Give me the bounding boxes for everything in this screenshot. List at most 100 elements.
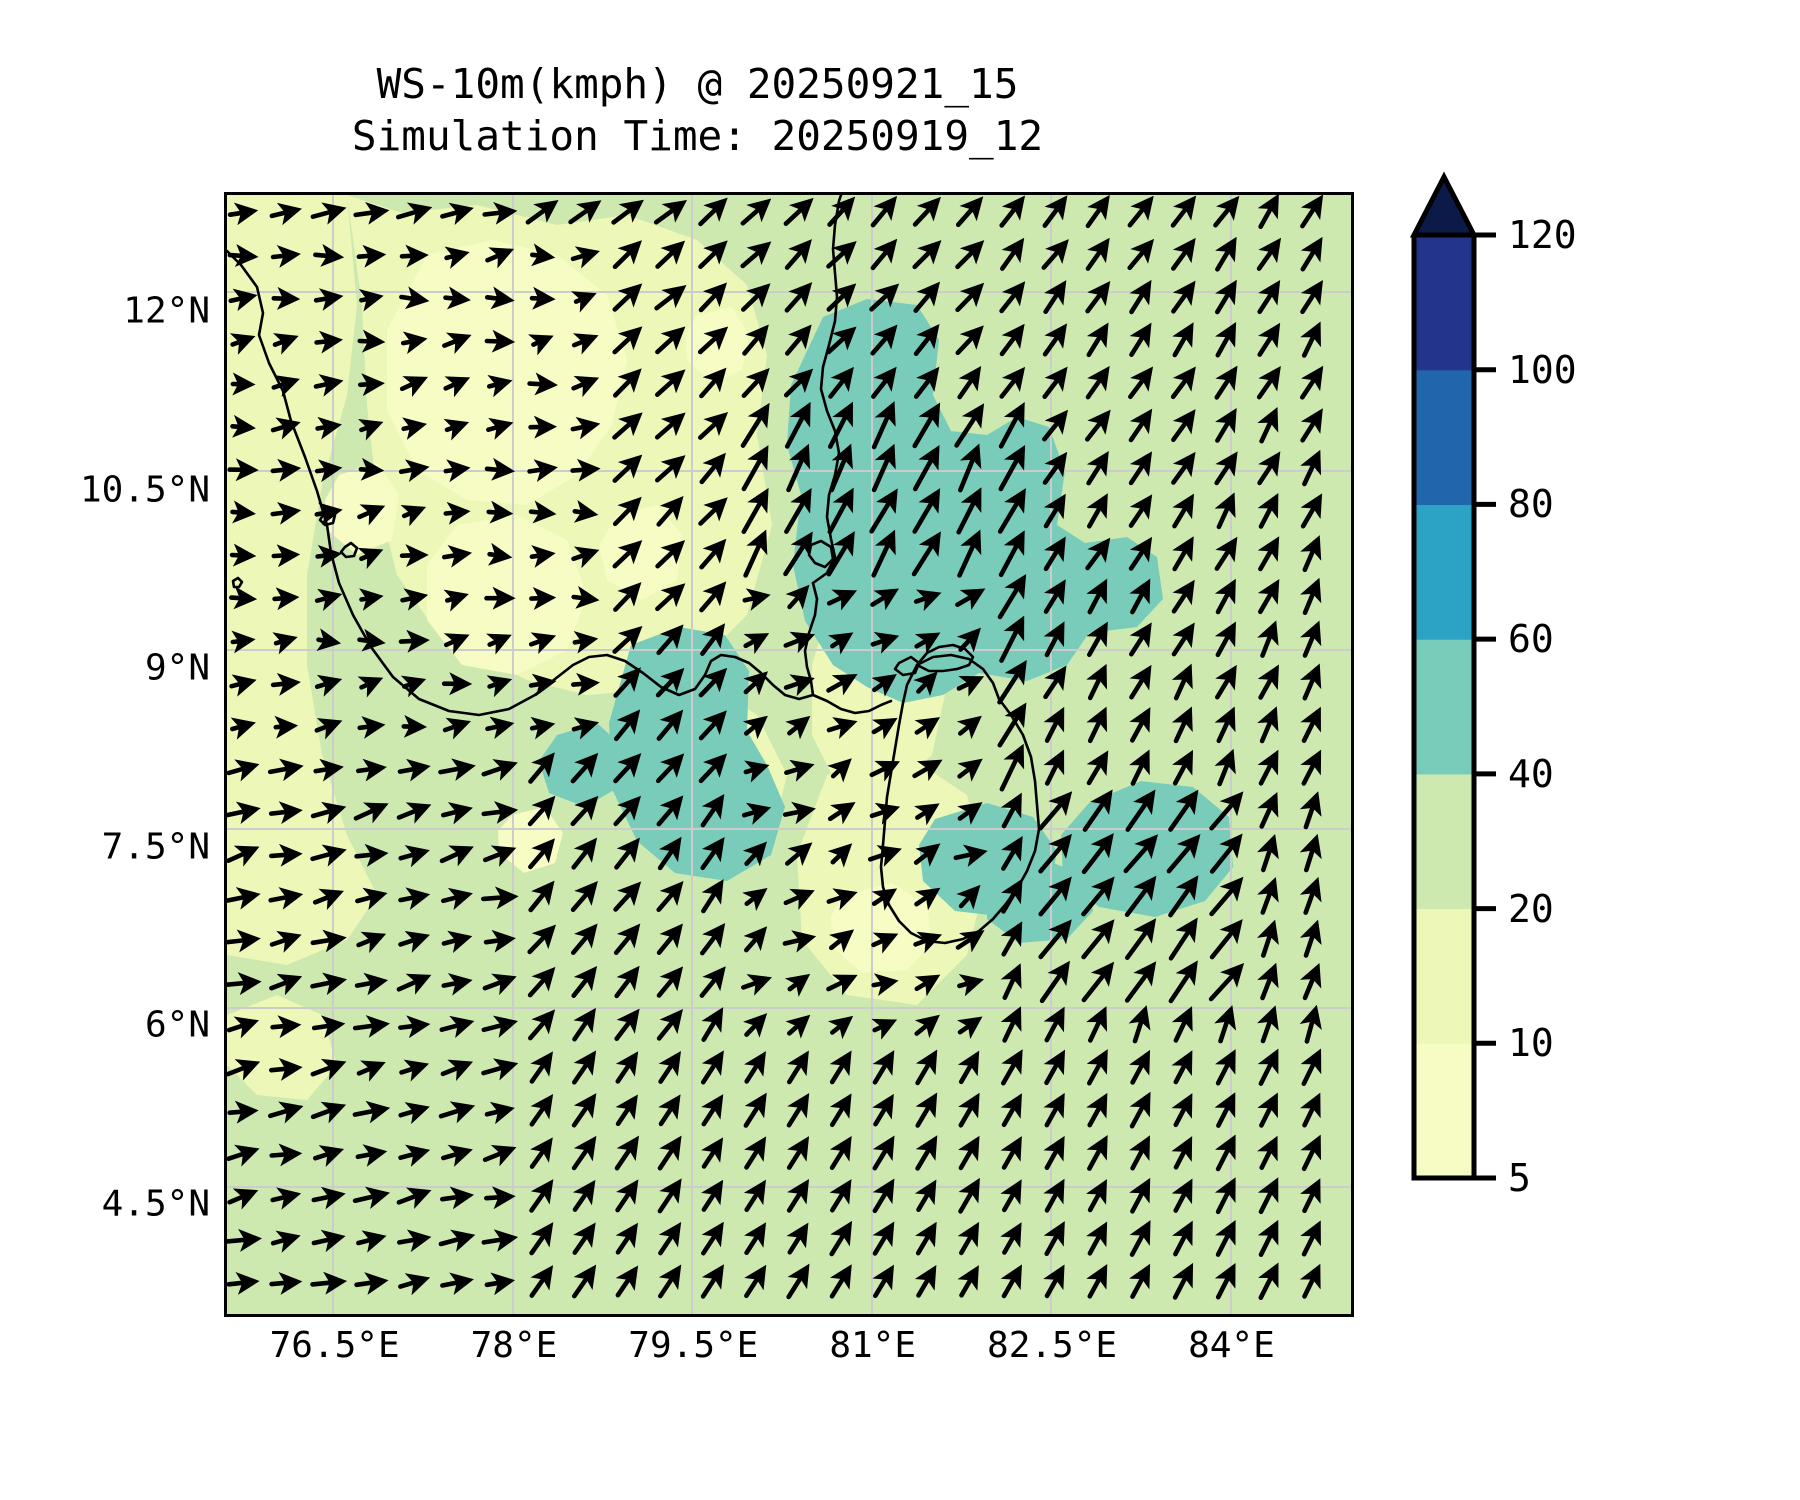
wind-vector-arrow [658,1221,682,1256]
wind-vector-arrow [572,630,599,654]
wind-vector-arrow [1171,622,1195,657]
wind-vector-arrow [612,496,642,527]
wind-vector-arrow [1257,579,1280,615]
wind-vector-arrow [829,1136,852,1171]
wind-vector-arrow [912,196,941,227]
wind-vector-arrow [741,445,769,492]
wind-vector-arrow [352,1015,390,1038]
wind-vector-arrow [1086,621,1108,658]
wind-vector-arrow [827,487,854,535]
wind-vector-arrow [1257,451,1281,486]
wind-vector-arrow [1128,451,1153,486]
wind-vector-arrow [741,367,770,398]
wind-vector-arrow [786,1050,809,1085]
wind-vector-arrow [399,1059,430,1082]
wind-vector-arrow [1209,876,1244,917]
x-tick-label: 79.5°E [628,1325,759,1366]
wind-vector-arrow [698,667,728,698]
wind-vector-arrow [443,589,469,612]
wind-vector-arrow [612,283,643,312]
wind-vector-arrow [913,931,943,954]
wind-vector-arrow [398,629,430,653]
wind-vector-arrow [1127,238,1155,271]
wind-vector-arrow [441,1144,473,1167]
wind-vector-arrow [957,802,983,825]
wind-vector-arrow [697,412,729,440]
wind-vector-arrow [786,443,811,493]
wind-vector-arrow [826,240,857,269]
wind-vector-arrow [228,288,258,312]
wind-vector-arrow [1257,706,1279,744]
wind-vector-arrow [568,200,602,225]
wind-vector-arrow [1000,1049,1023,1086]
wind-vector-arrow [1129,1091,1151,1129]
wind-vector-arrow [615,1179,639,1213]
wind-vector-arrow [438,1101,476,1124]
wind-vector-arrow [913,589,942,612]
wind-vector-arrow [1086,1092,1108,1128]
wind-vector-arrow [1085,237,1110,271]
wind-vector-arrow [1300,1134,1322,1172]
wind-vector-arrow [227,972,262,996]
wind-vector-arrow [700,1050,724,1085]
wind-vector-arrow [352,1186,390,1210]
wind-vector-arrow [268,801,303,825]
wind-vector-arrow [359,588,384,611]
wind-vector-arrow [1299,1263,1321,1299]
wind-vector-arrow [1001,835,1023,871]
wind-vector-arrow [310,844,347,867]
wind-vector-arrow [528,673,557,697]
wind-vector-arrow [657,836,682,871]
wind-vector-arrow [398,930,431,953]
wind-vector-arrow [914,803,940,826]
wind-vector-arrow [1129,1263,1151,1299]
wind-vector-arrow [1042,451,1068,485]
wind-vector-arrow [1043,749,1065,786]
wind-vector-arrow [870,631,900,654]
wind-vector-arrow [655,540,686,569]
wind-vector-arrow [268,1057,303,1081]
wind-vector-arrow [740,402,770,448]
wind-vector-arrow [955,196,984,228]
wind-vector-arrow [441,973,473,996]
wind-vector-arrow [1172,536,1194,572]
wind-vector-arrow [482,1144,517,1167]
wind-vector-arrow [913,843,941,867]
wind-vector-arrow [484,286,515,310]
wind-vector-arrow [357,547,384,570]
wind-vector-arrow [701,879,724,914]
wind-vector-arrow [1257,322,1281,357]
wind-vector-arrow [1257,279,1281,315]
wind-vector-arrow [743,633,770,655]
wind-vector-arrow [486,375,513,398]
wind-vector-arrow [1085,280,1111,314]
wind-vector-arrow [1043,706,1065,743]
wind-vector-arrow [396,973,432,995]
wind-vector-arrow [484,1101,515,1125]
wind-vector-arrow [442,332,472,354]
wind-vector-arrow [656,966,684,998]
x-tick-label: 84°E [1188,1325,1275,1366]
wind-vector-arrow [1300,535,1322,573]
wind-vector-arrow [271,375,300,398]
wind-vector-arrow [913,671,938,697]
wind-vector-arrow [571,966,598,999]
wind-vector-arrow [529,243,556,267]
wind-vector-arrow [658,1094,681,1127]
wind-vector-arrow [870,324,898,356]
wind-vector-arrow [1209,919,1243,960]
wind-vector-arrow [1299,833,1322,873]
wind-vector-arrow [1085,366,1110,400]
wind-vector-arrow [1214,664,1237,700]
wind-vector-arrow [1170,237,1196,271]
wind-vector-arrow [1000,1136,1022,1170]
wind-vector-arrow [829,1220,853,1257]
x-tick-label: 81°E [829,1325,917,1366]
wind-vector-arrow [1082,789,1113,832]
wind-vector-arrow [1214,1134,1236,1172]
wind-vector-arrow [829,1264,852,1299]
wind-vector-arrow [1171,1093,1193,1128]
colorbar-segment [1414,504,1474,640]
wind-vector-arrow [783,631,816,654]
wind-vector-arrow [742,715,768,740]
